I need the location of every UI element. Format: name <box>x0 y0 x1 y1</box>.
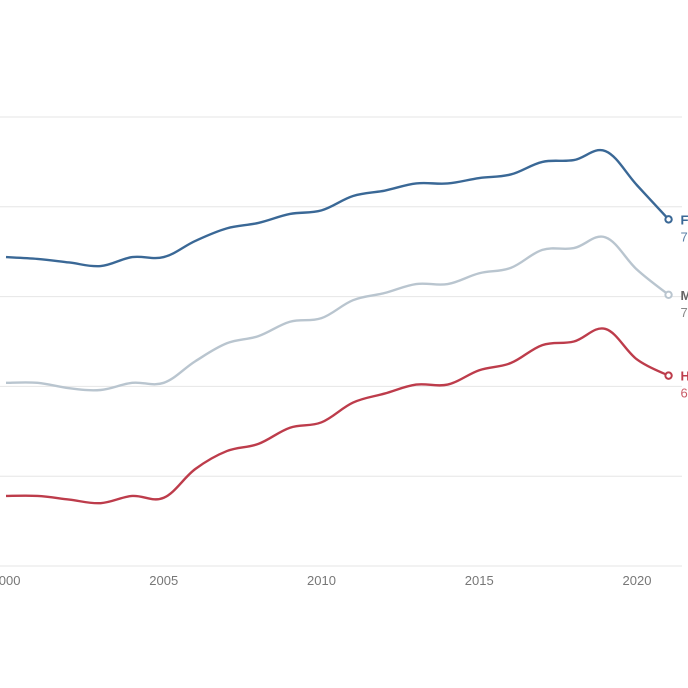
series-label-value: 7 <box>681 229 688 244</box>
x-tick-label: 2015 <box>465 573 494 588</box>
series-label-name: F <box>681 212 688 227</box>
series-line <box>5 148 670 268</box>
series-end-marker <box>664 215 673 224</box>
gridlines <box>0 116 682 567</box>
x-axis-ticks: 2000 2005 2010 2015 2020 <box>0 573 651 588</box>
series-end-marker <box>664 371 673 380</box>
series <box>5 148 673 505</box>
x-tick-label: 2010 <box>307 573 336 588</box>
x-tick-label: 2020 <box>623 573 652 588</box>
x-tick-label: 2005 <box>149 573 178 588</box>
series-label-value: 6 <box>681 386 688 401</box>
series-labels: F 7 M 7 H 6 <box>681 212 688 400</box>
x-tick-label: 2000 <box>0 573 20 588</box>
series-line <box>5 235 670 392</box>
series-label-name: H <box>681 369 688 384</box>
series-end-marker <box>664 290 673 300</box>
series-label-name: M <box>681 288 688 303</box>
series-label-value: 7 <box>681 305 688 320</box>
series-line <box>5 327 670 505</box>
